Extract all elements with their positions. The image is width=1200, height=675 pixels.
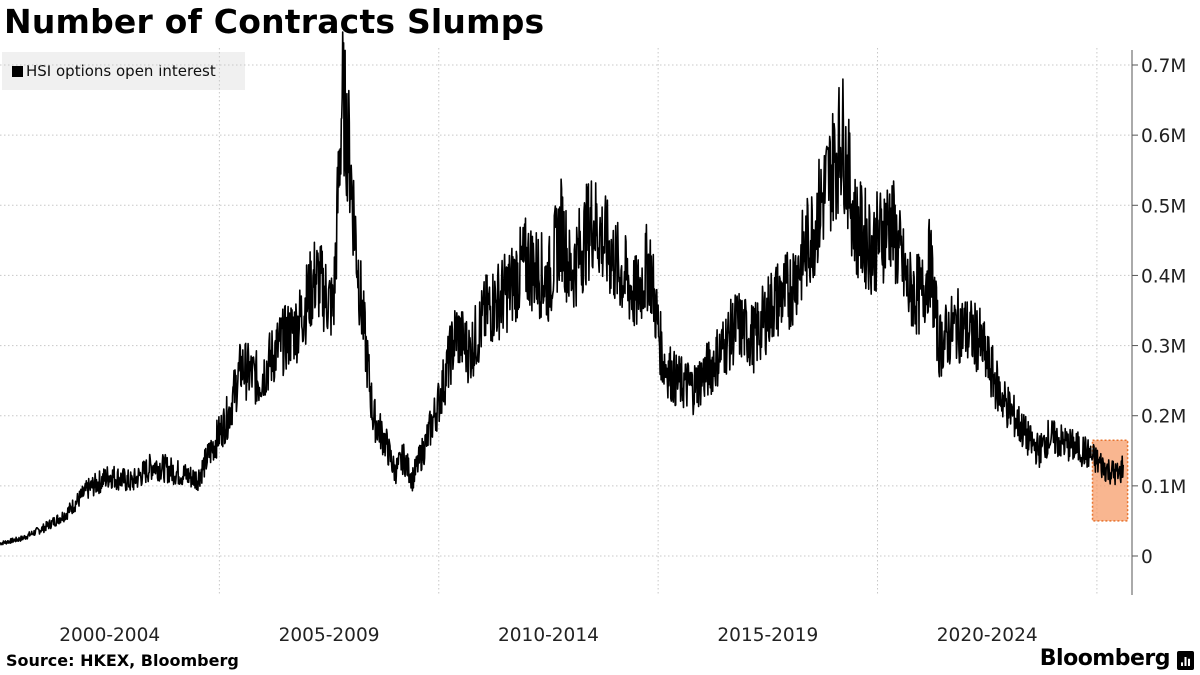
y-tick-label-0: 0 bbox=[1141, 547, 1153, 568]
y-tick-label-3: 0.3M bbox=[1141, 337, 1186, 358]
y-tick-label-4: 0.4M bbox=[1141, 266, 1186, 287]
y-tick-label-6: 0.6M bbox=[1141, 126, 1186, 147]
y-tick-label-7: 0.7M bbox=[1141, 56, 1186, 77]
series-line-hsi-options-open-interest bbox=[0, 31, 1124, 546]
legend-label: HSI options open interest bbox=[26, 62, 216, 80]
brand-wordmark: Bloomberg bbox=[1039, 646, 1171, 671]
y-tick-label-2: 0.2M bbox=[1141, 407, 1186, 428]
chart-title: Number of Contracts Slumps bbox=[4, 2, 545, 41]
x-category-label-1: 2005-2009 bbox=[279, 625, 380, 646]
x-category-label-0: 2000-2004 bbox=[59, 625, 160, 646]
source-note: Source: HKEX, Bloomberg bbox=[6, 651, 239, 670]
x-category-label-3: 2015-2019 bbox=[717, 625, 818, 646]
bloomberg-terminal-icon bbox=[1177, 651, 1194, 670]
x-category-label-4: 2020-2024 bbox=[937, 625, 1038, 646]
y-tick-label-5: 0.5M bbox=[1141, 196, 1186, 217]
x-category-label-2: 2010-2014 bbox=[498, 625, 599, 646]
chart-legend: HSI options open interest bbox=[2, 52, 245, 90]
legend-swatch bbox=[12, 65, 23, 77]
y-tick-label-1: 0.1M bbox=[1141, 477, 1186, 498]
